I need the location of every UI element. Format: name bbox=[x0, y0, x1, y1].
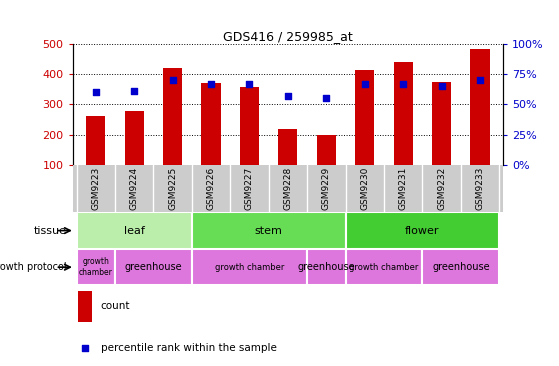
Text: GSM9233: GSM9233 bbox=[476, 167, 485, 210]
Bar bbox=[201, 83, 221, 165]
Text: GSM9225: GSM9225 bbox=[168, 167, 177, 210]
Point bbox=[168, 77, 177, 83]
Point bbox=[130, 88, 139, 94]
Text: growth chamber: growth chamber bbox=[215, 263, 284, 272]
Point bbox=[322, 96, 331, 101]
Point bbox=[476, 77, 485, 83]
Point bbox=[360, 81, 369, 87]
Bar bbox=[77, 212, 192, 249]
Bar bbox=[86, 116, 105, 165]
Text: growth chamber: growth chamber bbox=[349, 263, 419, 272]
Text: stem: stem bbox=[255, 225, 283, 236]
Point bbox=[206, 81, 215, 87]
Text: GSM9223: GSM9223 bbox=[91, 167, 100, 210]
Bar bbox=[345, 212, 499, 249]
Bar bbox=[471, 49, 490, 165]
Point bbox=[91, 89, 100, 95]
Text: greenhouse: greenhouse bbox=[125, 262, 182, 272]
Text: GSM9227: GSM9227 bbox=[245, 167, 254, 210]
Text: GSM9232: GSM9232 bbox=[437, 167, 446, 210]
Bar bbox=[394, 62, 413, 165]
Bar bbox=[432, 82, 451, 165]
Bar bbox=[192, 249, 307, 285]
Text: greenhouse: greenhouse bbox=[432, 262, 490, 272]
Bar bbox=[317, 135, 336, 165]
Point bbox=[245, 81, 254, 87]
Bar bbox=[355, 70, 375, 165]
Bar bbox=[77, 249, 115, 285]
Text: flower: flower bbox=[405, 225, 439, 236]
Text: GSM9224: GSM9224 bbox=[130, 167, 139, 210]
Text: GSM9231: GSM9231 bbox=[399, 167, 408, 210]
Bar bbox=[163, 68, 182, 165]
Text: percentile rank within the sample: percentile rank within the sample bbox=[101, 343, 277, 353]
Text: GSM9230: GSM9230 bbox=[360, 167, 369, 210]
Point bbox=[437, 83, 446, 89]
Bar bbox=[115, 249, 192, 285]
Point bbox=[80, 346, 89, 351]
Bar bbox=[423, 249, 499, 285]
Text: greenhouse: greenhouse bbox=[297, 262, 355, 272]
Bar bbox=[240, 87, 259, 165]
Text: leaf: leaf bbox=[124, 225, 145, 236]
Bar bbox=[125, 111, 144, 165]
Text: GSM9228: GSM9228 bbox=[283, 167, 292, 210]
Bar bbox=[278, 129, 297, 165]
Bar bbox=[192, 212, 345, 249]
Text: count: count bbox=[101, 302, 130, 311]
Text: tissue: tissue bbox=[34, 225, 67, 236]
Text: GSM9226: GSM9226 bbox=[206, 167, 216, 210]
Text: growth protocol: growth protocol bbox=[0, 262, 67, 272]
Bar bbox=[78, 291, 92, 322]
Bar bbox=[307, 249, 345, 285]
Title: GDS416 / 259985_at: GDS416 / 259985_at bbox=[223, 30, 353, 43]
Text: GSM9229: GSM9229 bbox=[322, 167, 331, 210]
Bar bbox=[345, 249, 423, 285]
Text: growth
chamber: growth chamber bbox=[79, 257, 113, 277]
Point bbox=[283, 93, 292, 99]
Point bbox=[399, 81, 408, 87]
